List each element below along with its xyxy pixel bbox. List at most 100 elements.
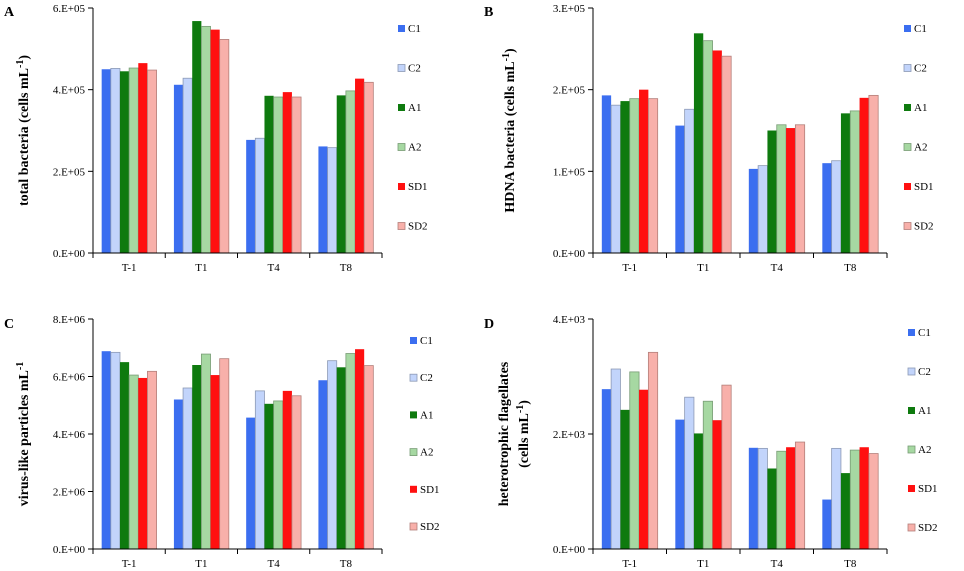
x-tick-label: T1 [697, 558, 709, 570]
bar-sd1-t4 [282, 390, 292, 550]
bar-c1-t1 [173, 84, 184, 254]
bar-a1-t4 [264, 403, 274, 549]
bar-c1-t1 [675, 125, 685, 253]
bar-a2-t4 [273, 400, 284, 550]
legend-label: C1 [914, 23, 927, 35]
x-tick-label: T1 [195, 262, 207, 274]
bar-sd1-t8 [355, 349, 365, 549]
legend-swatch-a1 [398, 104, 405, 111]
bar-c2-t-1 [610, 104, 621, 254]
x-tick-label: T8 [340, 558, 353, 570]
bar-c2-t4 [254, 390, 265, 550]
legend-swatch-a2 [907, 445, 916, 454]
legend-label: SD2 [408, 221, 428, 233]
bar-a1-t1 [192, 365, 202, 549]
legend-swatch-c2 [907, 367, 916, 376]
bar-sd2-t4 [291, 395, 302, 550]
bar-sd1-t-1 [138, 377, 148, 549]
legend-label: C2 [914, 63, 927, 75]
legend-label: SD2 [918, 522, 938, 534]
bar-a2-t4 [776, 450, 787, 550]
bar-c2-t4 [757, 165, 768, 254]
bar-a1-t8 [840, 113, 851, 253]
legend-swatch-c2 [409, 373, 418, 382]
bar-a2-t1 [702, 400, 713, 550]
bar-sd2-t8 [868, 453, 879, 550]
legend-label: C1 [918, 327, 931, 339]
bar-c2-t8 [327, 147, 338, 254]
bar-sd1-t4 [282, 92, 292, 254]
bar-sd2-t-1 [147, 69, 157, 254]
bar-sd2-t-1 [147, 370, 157, 550]
bar-a1-t8 [336, 95, 346, 253]
legend-label: C2 [420, 372, 433, 384]
bar-a1-t-1 [119, 362, 130, 550]
bar-a2-t8 [849, 110, 860, 254]
bar-a2-t4 [273, 96, 284, 254]
bar-sd2-t-1 [647, 351, 659, 550]
bar-a2-t8 [849, 449, 860, 550]
bar-sd1-t4 [786, 447, 796, 549]
bar-sd2-t1 [219, 358, 230, 550]
y-tick-label: 0.E+00 [53, 544, 86, 556]
bar-a2-t-1 [629, 98, 640, 254]
legend-swatch-c2 [397, 64, 406, 72]
y-tick-label: 0.E+00 [53, 248, 86, 260]
y-tick-label: 0.E+00 [553, 248, 586, 260]
bar-sd2-t-1 [647, 98, 659, 254]
bar-sd2-t1 [219, 39, 230, 254]
legend-swatch-a2 [397, 143, 406, 151]
y-tick-label: 2.E+06 [53, 487, 86, 499]
bar-a1-t1 [192, 21, 202, 253]
bar-sd2-t4 [794, 124, 806, 254]
legend-label: C2 [408, 63, 421, 75]
bar-c1-t8 [318, 380, 328, 549]
x-tick-label: T-1 [622, 558, 637, 570]
bar-c2-t1 [182, 387, 193, 550]
y-tick-label: 4.E+05 [53, 85, 86, 97]
bar-c1-t4 [246, 139, 256, 253]
legend: C1 C2 A1 A2 SD1 SD2 [903, 23, 934, 233]
bar-a2-t4 [776, 124, 787, 254]
legend-swatch-c1 [904, 25, 911, 32]
x-tick-label: T4 [268, 262, 281, 274]
bar-c2-t1 [684, 108, 695, 254]
legend-label: SD2 [914, 221, 934, 233]
legend-swatch-a2 [903, 143, 912, 151]
legend-label: SD1 [918, 483, 938, 495]
legend-label: C2 [918, 366, 931, 378]
bar-c2-t-1 [110, 351, 121, 550]
bar-a1-t-1 [620, 409, 630, 549]
bar-c1-t4 [246, 417, 256, 549]
bar-a2-t-1 [128, 67, 139, 254]
bar-sd2-t8 [868, 94, 879, 254]
legend-label: SD2 [420, 521, 440, 533]
bar-c1-t1 [675, 419, 685, 550]
bar-c1-t-1 [601, 95, 612, 253]
bar-sd1-t8 [355, 78, 365, 253]
legend-label: C1 [408, 23, 421, 35]
bar-c2-t8 [327, 360, 338, 550]
y-tick-label: 6.E+06 [53, 372, 86, 384]
legend-label: A1 [914, 102, 927, 114]
bar-a1-t8 [840, 473, 851, 549]
panel-letter: C [4, 317, 14, 332]
bar-c1-t-1 [101, 69, 111, 253]
bar-sd1-t1 [210, 375, 220, 549]
bar-a2-t1 [200, 25, 211, 254]
panel-letter: B [484, 5, 493, 20]
legend-swatch-c1 [398, 25, 405, 32]
x-tick-label: T4 [268, 558, 281, 570]
y-axis-label: HDNA bacteria (cells mL-1) [501, 48, 519, 213]
bar-c1-t8 [822, 163, 832, 253]
legend-label: A2 [914, 142, 927, 154]
bar-sd1-t-1 [639, 389, 649, 549]
bar-a2-t1 [702, 40, 713, 254]
bar-c1-t4 [748, 447, 759, 549]
x-tick-label: T4 [771, 262, 784, 274]
y-axis-label: total bacteria (cells mL-1) [15, 55, 33, 206]
bar-a2-t-1 [128, 374, 139, 550]
bar-c1-t8 [822, 499, 832, 549]
